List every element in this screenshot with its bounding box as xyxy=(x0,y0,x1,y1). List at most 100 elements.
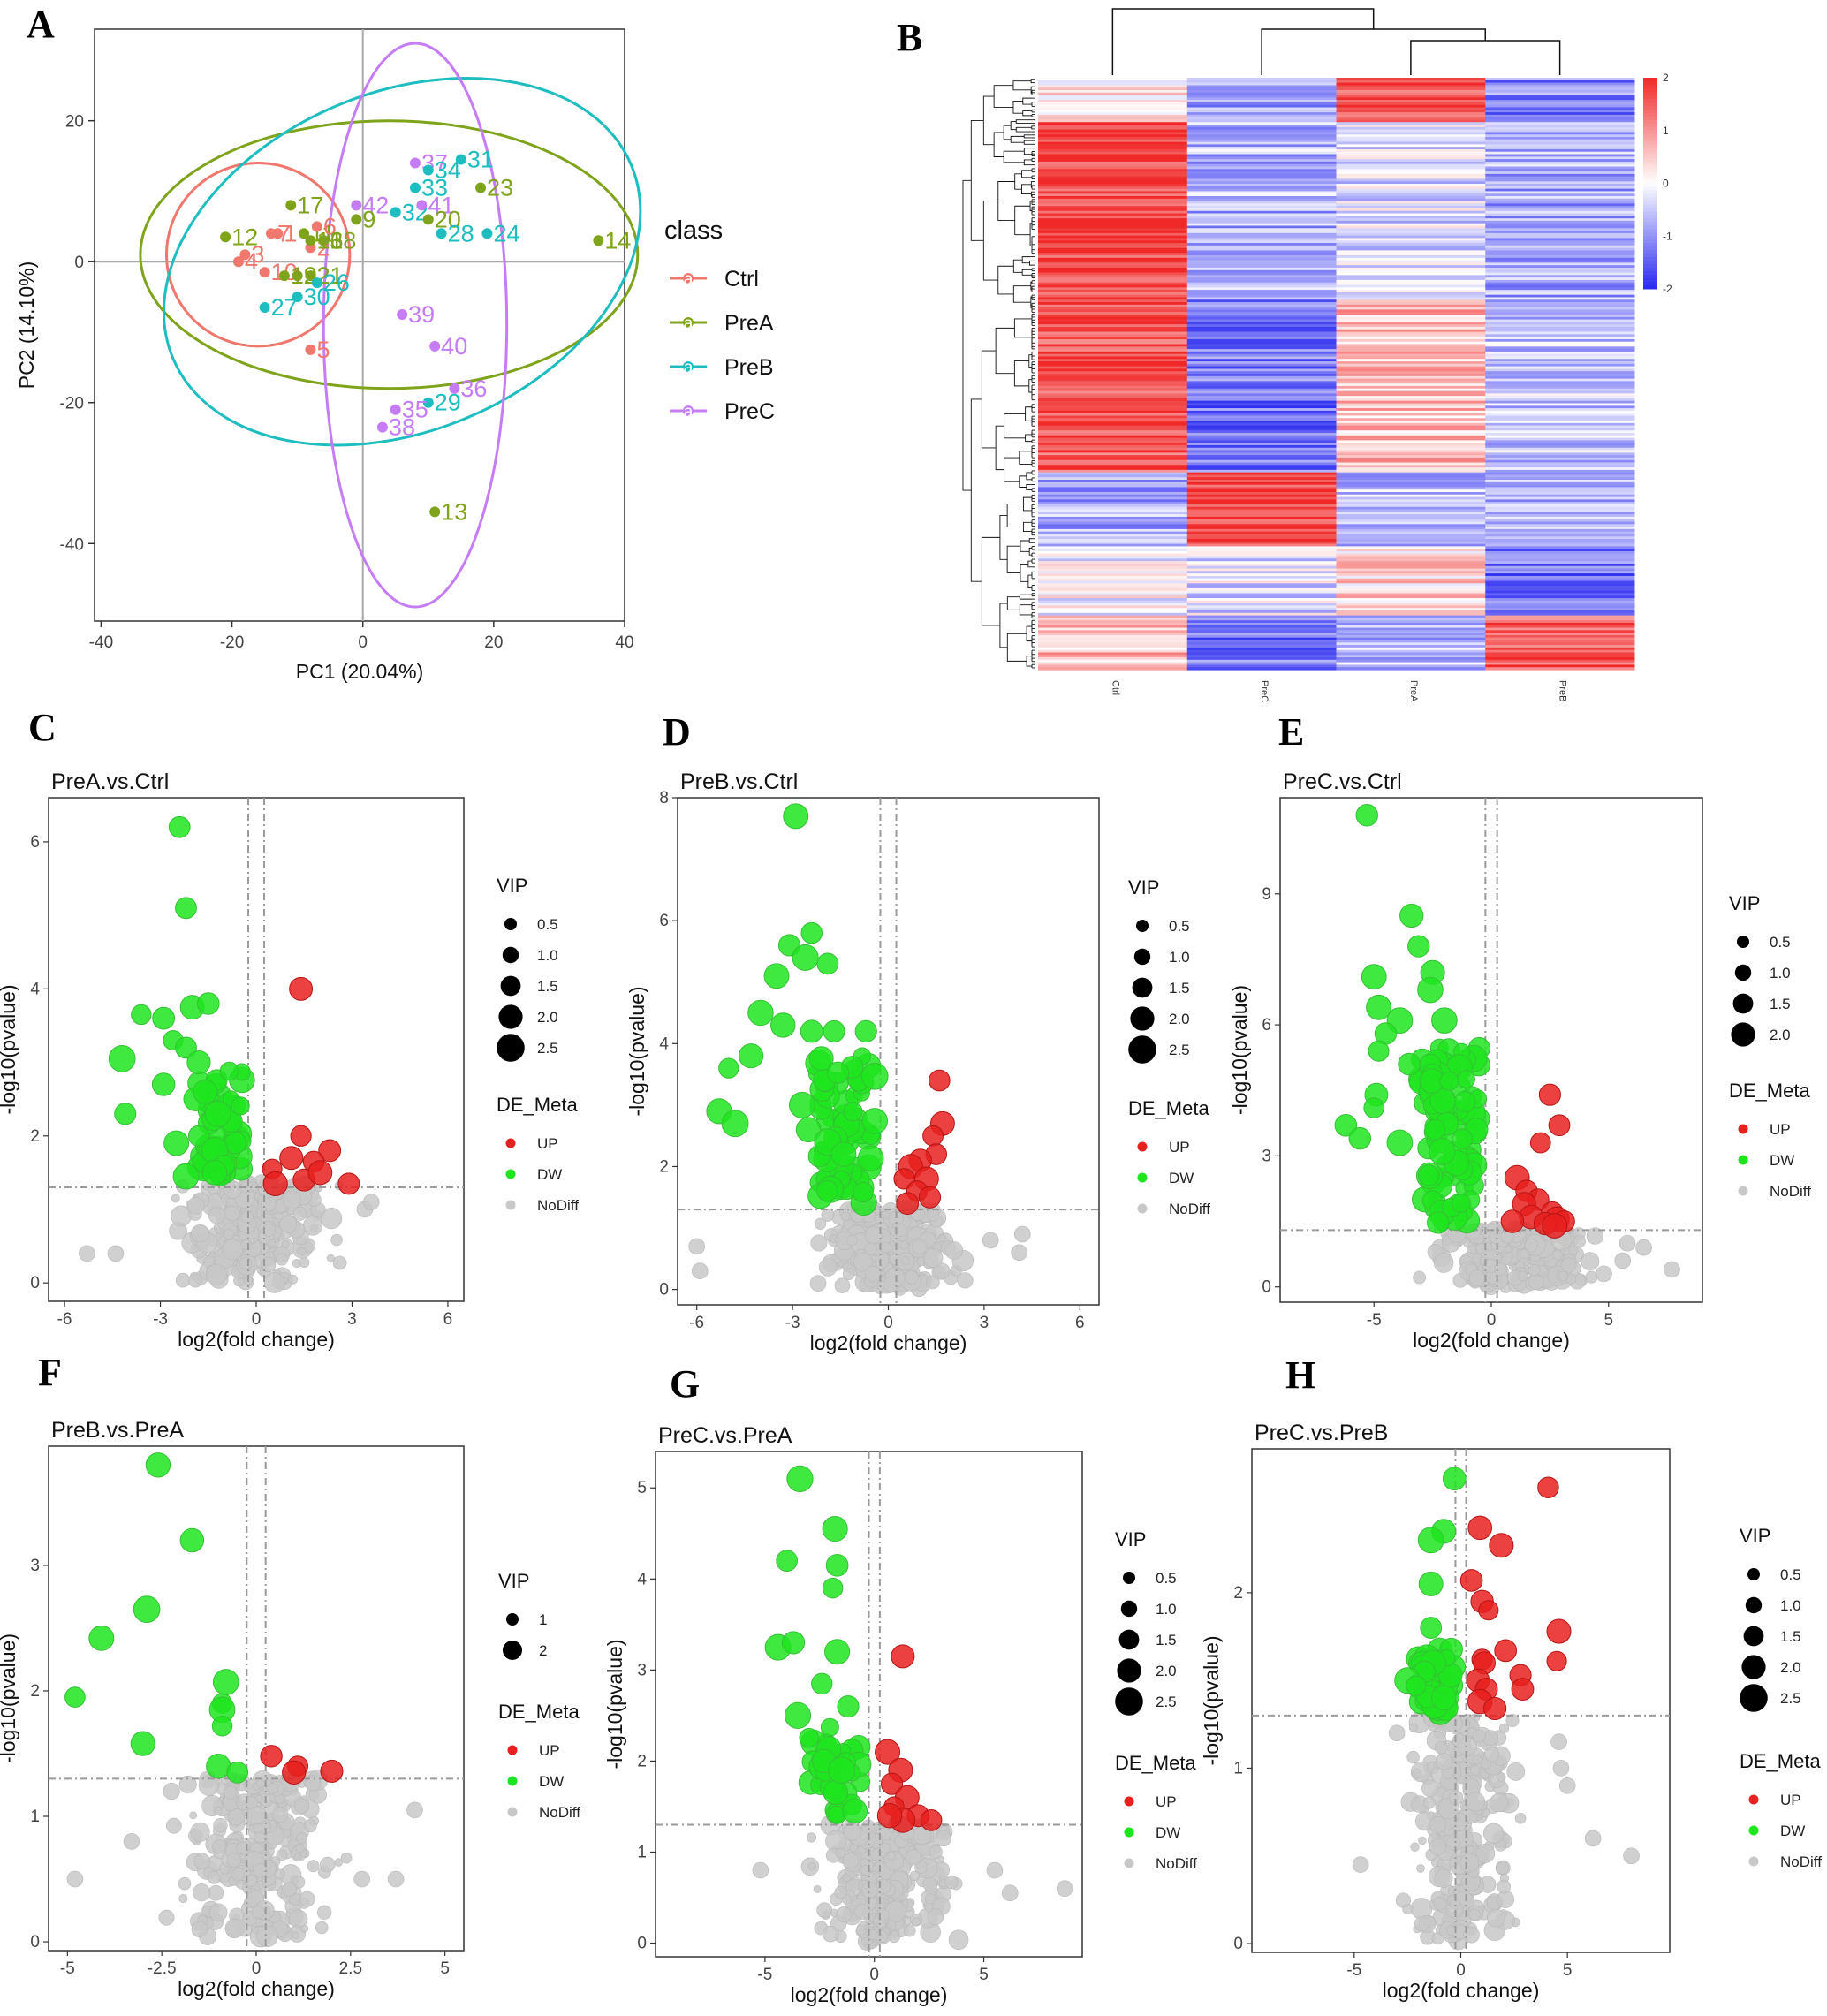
colorbar-swatch xyxy=(1643,144,1657,149)
volcano-y-tick-label: 3 xyxy=(30,1557,40,1575)
volcano-x-tick-label: 0 xyxy=(252,1959,262,1978)
heatmap-cell xyxy=(1336,154,1486,157)
dendrogram-row-branch xyxy=(1028,354,1032,368)
heatmap-cell xyxy=(1336,80,1486,84)
heatmap-cell xyxy=(1485,408,1635,412)
pca-point xyxy=(299,228,310,239)
volcano-point-nodiff xyxy=(944,1875,959,1890)
heatmap-cell xyxy=(1485,374,1635,377)
heatmap-cell xyxy=(1485,502,1635,505)
heatmap-cell xyxy=(1485,551,1635,555)
heatmap-cell xyxy=(1336,216,1486,219)
heatmap-cell xyxy=(1038,586,1188,589)
volcano-point-up xyxy=(262,1171,288,1197)
pca-point xyxy=(351,200,362,211)
volcano-point-nodiff xyxy=(191,1224,209,1243)
heatmap-cell xyxy=(1336,110,1486,113)
volcano-point-up xyxy=(875,1739,901,1765)
heatmap-cell xyxy=(1485,178,1635,182)
heatmap-cell xyxy=(1485,484,1635,489)
heatmap-cell xyxy=(1186,506,1337,511)
heatmap-cell xyxy=(1485,375,1635,380)
heatmap-cell xyxy=(1038,428,1188,431)
colorbar-swatch xyxy=(1643,254,1657,258)
volcano-point-nodiff xyxy=(948,1929,969,1951)
heatmap-cell xyxy=(1186,447,1337,451)
heatmap-cell xyxy=(1038,210,1188,215)
vip-legend-dot xyxy=(1732,993,1754,1014)
dendrogram-row-branch xyxy=(982,95,995,146)
heatmap-cell xyxy=(1485,353,1635,358)
heatmap-cell xyxy=(1336,329,1486,333)
vip-legend-label: 1.5 xyxy=(1169,980,1190,997)
heatmap-cell xyxy=(1485,231,1635,234)
heatmap-cell xyxy=(1186,512,1337,515)
heatmap-cell xyxy=(1336,433,1486,436)
colorbar-swatch xyxy=(1643,165,1657,171)
heatmap-cell xyxy=(1038,415,1188,419)
dendrogram-row-branch xyxy=(1022,110,1032,117)
volcano-point-nodiff xyxy=(240,1239,252,1250)
heatmap-cell xyxy=(1038,307,1188,311)
heatmap-cell xyxy=(1038,196,1188,200)
volcano-point-down xyxy=(786,1465,814,1493)
heatmap-cell xyxy=(1038,487,1188,490)
heatmap-cell xyxy=(1336,228,1486,231)
heatmap-cell xyxy=(1336,512,1486,515)
heatmap-cell xyxy=(1038,223,1188,227)
dendrogram-row-branch xyxy=(993,85,1013,108)
volcano-point-up xyxy=(920,1809,943,1831)
heatmap-cell xyxy=(1186,201,1337,204)
heatmap-cell xyxy=(1336,662,1486,666)
de-legend-dot-nodiff xyxy=(1137,1203,1148,1214)
heatmap-cell xyxy=(1186,516,1337,520)
heatmap-cell xyxy=(1336,151,1486,155)
heatmap-cell xyxy=(1336,312,1486,315)
heatmap-cell xyxy=(1336,126,1486,131)
heatmap-cell xyxy=(1336,218,1486,222)
heatmap-cell xyxy=(1336,341,1486,345)
heatmap-cell xyxy=(1038,359,1188,362)
heatmap-cell xyxy=(1336,171,1486,175)
dendrogram-row-branch xyxy=(1019,604,1032,616)
de-legend-title: DE_Meta xyxy=(1115,1752,1196,1774)
heatmap-cell xyxy=(1038,622,1188,626)
heatmap-cell xyxy=(1038,218,1188,222)
colorbar-tick-label: 0 xyxy=(1663,178,1669,190)
vip-legend-dot xyxy=(1118,1629,1140,1650)
heatmap-cell xyxy=(1186,444,1337,449)
heatmap-cell xyxy=(1336,356,1486,360)
heatmap-cell xyxy=(1038,469,1188,474)
heatmap-cell xyxy=(1186,346,1337,350)
volcano-x-tick-label: 0 xyxy=(1487,1311,1497,1330)
volcano-point-down xyxy=(131,1004,152,1026)
heatmap-cell xyxy=(1038,634,1188,639)
heatmap-cell xyxy=(1186,206,1337,209)
heatmap-cell xyxy=(1485,625,1635,629)
heatmap-cell xyxy=(1336,284,1486,288)
heatmap-cell xyxy=(1186,625,1337,629)
heatmap-cell xyxy=(1038,568,1188,572)
heatmap-cell xyxy=(1336,245,1486,249)
heatmap-cell xyxy=(1336,235,1486,239)
heatmap-cell xyxy=(1038,590,1188,595)
heatmap-cell xyxy=(1485,462,1635,466)
dendrogram-row-branch xyxy=(997,265,1014,295)
heatmap-cell xyxy=(1336,368,1486,372)
pca-legend-key-glyph: a xyxy=(684,270,694,289)
heatmap-cell xyxy=(1485,421,1635,424)
heatmap-cell xyxy=(1186,410,1337,414)
heatmap-cell xyxy=(1038,390,1188,394)
volcano-point-nodiff xyxy=(1550,1733,1567,1750)
heatmap-cell xyxy=(1038,408,1188,412)
heatmap-cell xyxy=(1485,383,1635,387)
heatmap-cell xyxy=(1485,506,1635,511)
volcano-point-nodiff xyxy=(840,1211,851,1222)
heatmap-cell xyxy=(1038,657,1188,661)
heatmap-cell xyxy=(1186,509,1337,512)
heatmap-cell xyxy=(1485,159,1635,163)
volcano-point-down xyxy=(1355,804,1379,827)
heatmap-cell xyxy=(1186,637,1337,641)
heatmap-cell xyxy=(1485,422,1635,427)
heatmap-cell xyxy=(1186,169,1337,172)
